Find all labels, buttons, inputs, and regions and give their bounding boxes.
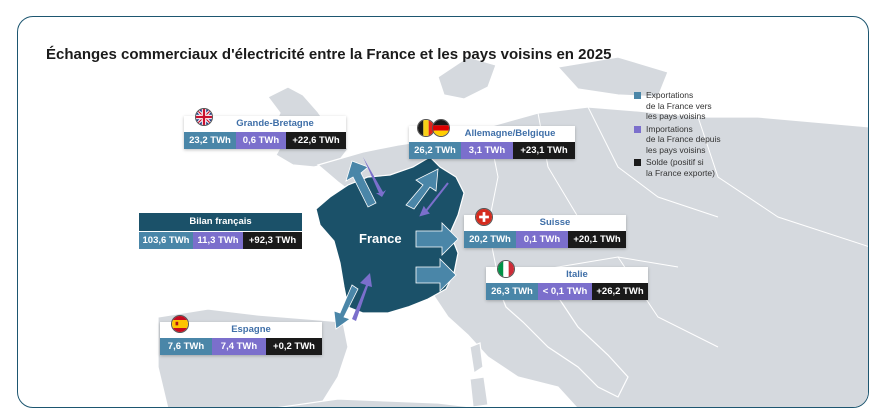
france-label: France xyxy=(359,231,402,246)
legend-exports: Exportations de la France vers les pays … xyxy=(634,90,749,122)
country-exports: 20,2 TWh xyxy=(464,231,516,248)
page-title: Échanges commerciaux d'électricité entre… xyxy=(46,46,612,63)
bilan-exports: 103,6 TWh xyxy=(139,232,193,249)
country-imports: 7,4 TWh xyxy=(212,338,266,355)
spain-flag-icon xyxy=(171,315,189,333)
country-exports: 7,6 TWh xyxy=(160,338,212,355)
uk-flag-icon xyxy=(195,108,213,126)
country-exports: 26,3 TWh xyxy=(486,283,538,300)
country-exports: 23,2 TWh xyxy=(184,132,236,149)
legend-swatch-imports xyxy=(634,125,641,133)
country-solde: +23,1 TWh xyxy=(513,142,575,159)
country-name: Suisse xyxy=(539,217,571,228)
infographic-card: France Échanges commerciaux d'électricit… xyxy=(17,16,869,408)
swiss-flag-icon xyxy=(475,208,493,226)
legend-swatch-solde xyxy=(634,159,641,166)
country-name: Allemagne/Belgique xyxy=(464,128,556,139)
bilan-box: Bilan français 103,6 TWh 11,3 TWh +92,3 … xyxy=(139,213,302,249)
country-name: Grande-Bretagne xyxy=(236,118,314,129)
country-solde: +20,1 TWh xyxy=(568,231,626,248)
country-solde: +22,6 TWh xyxy=(286,132,346,149)
bilan-values: 103,6 TWh 11,3 TWh +92,3 TWh xyxy=(139,232,302,249)
bilan-solde: +92,3 TWh xyxy=(243,232,302,249)
country-imports: 3,1 TWh xyxy=(461,142,513,159)
legend-solde: Solde (positif si la France exporte) xyxy=(634,157,749,178)
country-name: Italie xyxy=(566,269,588,280)
country-solde: +26,2 TWh xyxy=(592,283,648,300)
legend-imports: Importations de la France depuis les pay… xyxy=(634,124,749,156)
legend-swatch-exports xyxy=(634,92,641,99)
legend: Exportations de la France vers les pays … xyxy=(634,90,749,180)
italy-flag-icon xyxy=(497,260,515,278)
bilan-imports: 11,3 TWh xyxy=(193,232,243,249)
country-imports: 0,6 TWh xyxy=(236,132,286,149)
country-solde: +0,2 TWh xyxy=(266,338,322,355)
country-name: Espagne xyxy=(231,324,271,335)
germany-flag-icon xyxy=(432,119,450,137)
country-imports: 0,1 TWh xyxy=(516,231,568,248)
flow-arrows xyxy=(333,157,459,330)
bilan-label: Bilan français xyxy=(139,213,302,231)
country-box-grande-bretagne: Grande-Bretagne 23,2 TWh 0,6 TWh +22,6 T… xyxy=(184,116,346,149)
country-exports: 26,2 TWh xyxy=(409,142,461,159)
country-imports: < 0,1 TWh xyxy=(538,283,592,300)
